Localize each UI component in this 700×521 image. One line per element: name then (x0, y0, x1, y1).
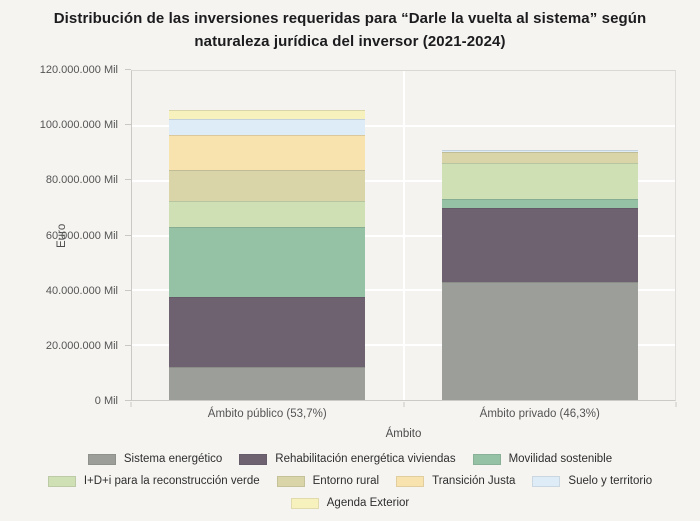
legend-swatch (396, 475, 425, 487)
y-tick-label: 0 Mil (94, 395, 118, 407)
x-tick-label: Ámbito privado (46,3%) (479, 408, 600, 420)
legend-label: Entorno rural (312, 475, 380, 487)
y-tick-mark (125, 289, 131, 291)
y-tick-mark (125, 179, 131, 181)
legend-label: Suelo y territorio (568, 475, 653, 487)
x-tick-labels: Ámbito público (53,7%) Ámbito privado (46… (131, 402, 676, 420)
bar-segment[interactable] (169, 118, 366, 135)
legend-row: Agenda Exterior (290, 497, 410, 509)
chart-title: Distribución de las inversiones requerid… (53, 10, 647, 51)
y-tick-mark (125, 234, 131, 236)
y-tick-label: 40.000.000 Mil (45, 284, 118, 297)
legend-item[interactable]: I+D+i para la reconstrucción verde (47, 475, 260, 487)
x-tick-mark (403, 402, 404, 407)
bar-segment[interactable] (441, 163, 638, 199)
legend-swatch (47, 475, 76, 487)
legend-swatch (532, 475, 561, 487)
x-tick-label: Ámbito público (53,7%) (207, 408, 327, 420)
y-tick-label: 100.000.000 Mil (39, 119, 118, 132)
bar-segment[interactable] (441, 208, 638, 283)
x-tick-mark (675, 402, 677, 407)
legend-swatch (276, 475, 305, 487)
legend-label: Movilidad sostenible (508, 453, 613, 465)
bar-segment[interactable] (169, 200, 366, 228)
legend-label: I+D+i para la reconstrucción verde (83, 475, 260, 487)
stacked-bar (169, 71, 366, 400)
legend-item[interactable]: Movilidad sostenible (472, 453, 613, 465)
legend-label: Sistema energético (123, 453, 223, 465)
stacked-bar (441, 71, 638, 400)
legend-item[interactable]: Agenda Exterior (290, 497, 410, 509)
bar-segment[interactable] (441, 282, 638, 400)
legend-swatch (472, 453, 501, 465)
y-tick-label: 20.000.000 Mil (45, 339, 118, 352)
legend-item[interactable]: Rehabilitación energética viviendas (239, 453, 456, 465)
bar-segment[interactable] (169, 227, 366, 298)
y-tick-mark (125, 344, 131, 346)
x-axis-title: Ámbito (385, 428, 422, 440)
legend-swatch (87, 453, 116, 465)
bar-segment[interactable] (441, 152, 638, 164)
legend-label: Transición Justa (432, 475, 516, 487)
legend-label: Agenda Exterior (326, 497, 410, 509)
legend-item[interactable]: Sistema energético (87, 453, 223, 465)
y-tick-mark (125, 69, 131, 70)
bar-segment[interactable] (441, 149, 638, 153)
y-tick-label: 80.000.000 Mil (45, 174, 118, 187)
x-axis: Ámbito público (53,7%) Ámbito privado (46… (130, 402, 677, 420)
y-tick-label: 60.000.000 Mil (45, 229, 118, 242)
bar-segment[interactable] (169, 170, 366, 201)
bars-layer (132, 71, 675, 400)
bar-segment[interactable] (169, 297, 366, 367)
legend-label: Rehabilitación energética viviendas (275, 453, 456, 465)
legend-row: Sistema energético Rehabilitación energét… (87, 453, 613, 465)
legend-item[interactable]: Entorno rural (276, 475, 380, 487)
plot-area (131, 70, 676, 401)
bar-segment[interactable] (441, 198, 638, 209)
bar-segment[interactable] (169, 109, 366, 119)
y-tick-mark (125, 124, 131, 126)
bar-segment[interactable] (169, 366, 366, 400)
category-slot (402, 71, 676, 400)
legend-row: I+D+i para la reconstrucción verde Entorn… (47, 475, 652, 487)
y-tick-label: 120.000.000 Mil (39, 64, 118, 76)
bar-segment[interactable] (169, 134, 366, 170)
legend: Sistema energético Rehabilitación energét… (0, 453, 700, 509)
legend-item[interactable]: Suelo y territorio (532, 475, 652, 487)
x-tick-mark (130, 402, 132, 407)
legend-item[interactable]: Transición Justa (396, 475, 515, 487)
legend-swatch (239, 453, 268, 465)
y-tick-mark (125, 400, 131, 401)
y-axis: 0 Mil 20.000.000 Mil 40.000.000 Mil 60.000.… (0, 64, 131, 407)
legend-swatch (290, 497, 319, 509)
category-slot (132, 71, 403, 400)
